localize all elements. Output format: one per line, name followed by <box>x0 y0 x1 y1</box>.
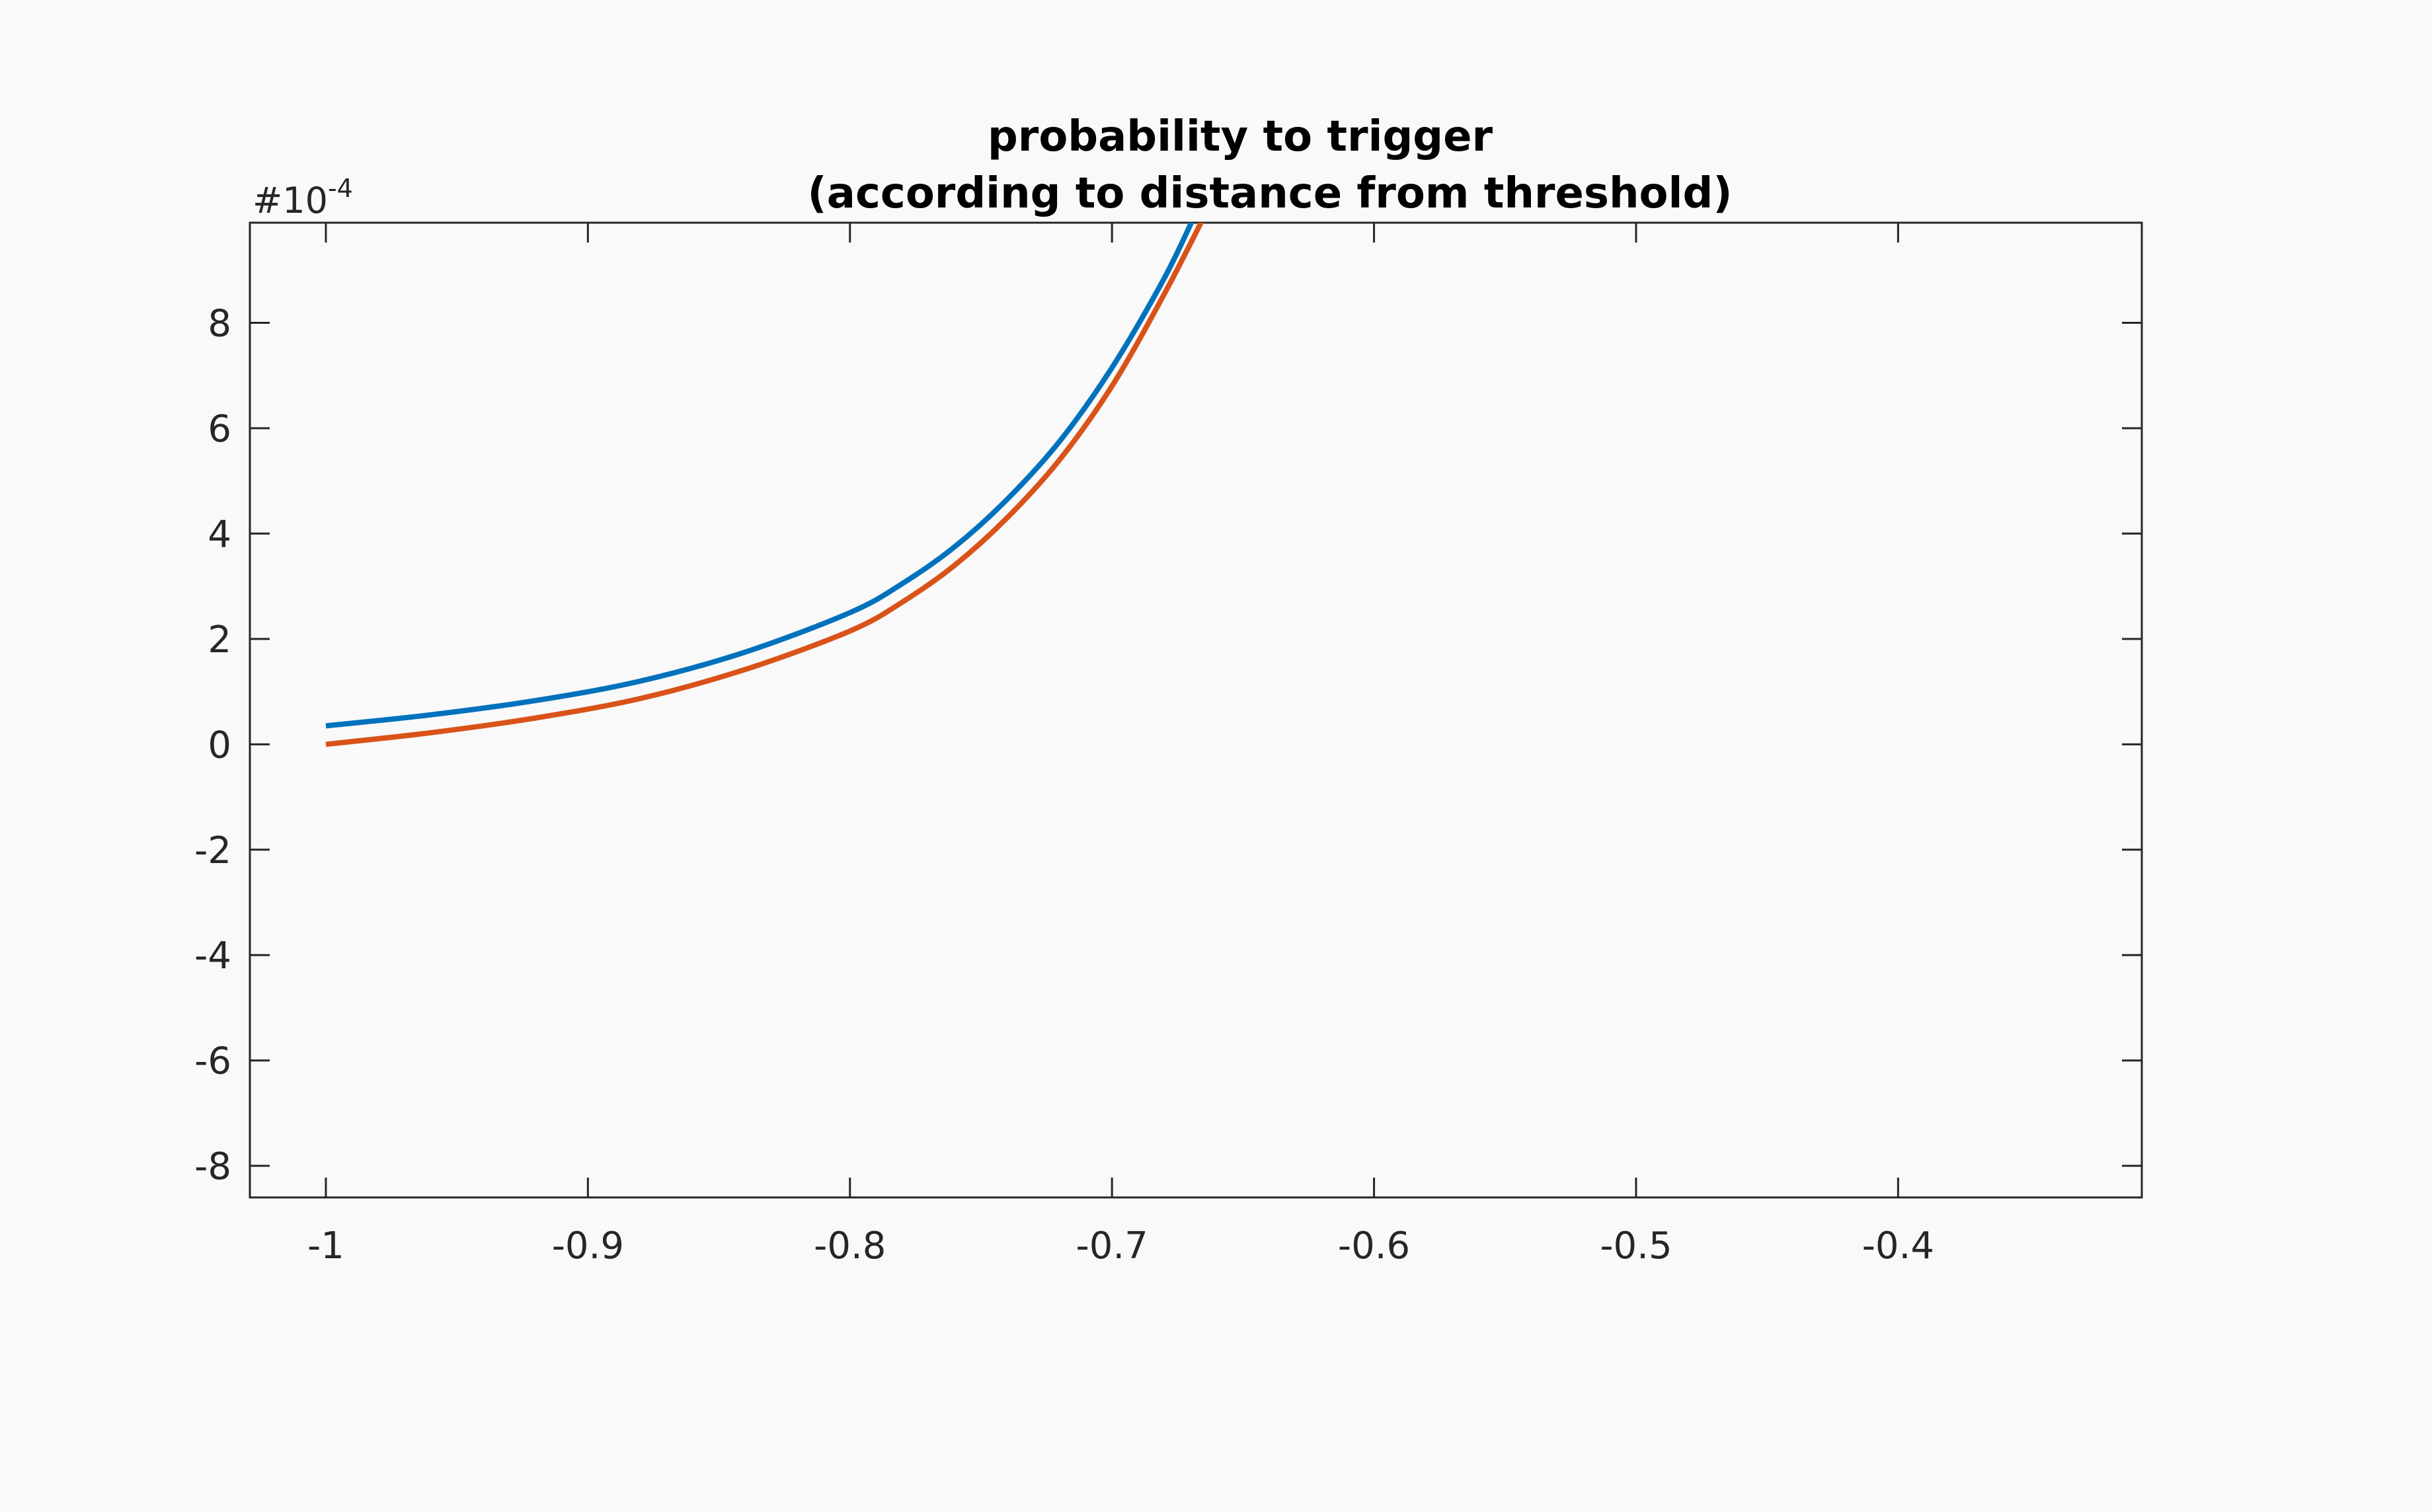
y-tick-label: -6 <box>194 1040 231 1083</box>
y-tick-label: 8 <box>208 302 231 345</box>
x-tick-label: -0.9 <box>552 1225 624 1267</box>
series-line-2 <box>325 223 1204 747</box>
y-tick-label: -4 <box>194 934 231 977</box>
y-tick-label: 4 <box>208 513 231 556</box>
chart-title-line-2: (according to distance from threshold) <box>808 169 1733 218</box>
x-tick-label: -0.4 <box>1862 1225 1934 1267</box>
x-tick-label: -0.8 <box>814 1225 886 1267</box>
plot-area <box>249 221 2143 1199</box>
x-tick-label: -1 <box>307 1225 344 1267</box>
y-tick-label: 2 <box>208 619 231 662</box>
x-tick-label: -0.7 <box>1076 1225 1148 1267</box>
series-layer <box>325 223 1204 747</box>
axis-ticks: -1 -0.9 -0.8 -0.7 -0.6 -0.5 -0.4 -8 -6 -4 -2 0 2 4 6 8 <box>194 223 2142 1267</box>
x-tick-label: -0.5 <box>1600 1225 1672 1267</box>
y-tick-label: 0 <box>208 724 231 767</box>
y-axis-exponent-power: -4 <box>328 174 353 203</box>
y-tick-label: -8 <box>194 1145 231 1188</box>
x-tick-label: -0.6 <box>1338 1225 1410 1267</box>
chart-title-line-1: probability to trigger <box>988 112 1493 161</box>
y-axis-exponent-base: #10 <box>253 180 328 221</box>
y-tick-label: -2 <box>194 829 231 872</box>
y-tick-label: 6 <box>208 408 231 451</box>
y-axis-exponent: #10-4 <box>253 174 353 221</box>
series-line-1 <box>325 223 1195 729</box>
